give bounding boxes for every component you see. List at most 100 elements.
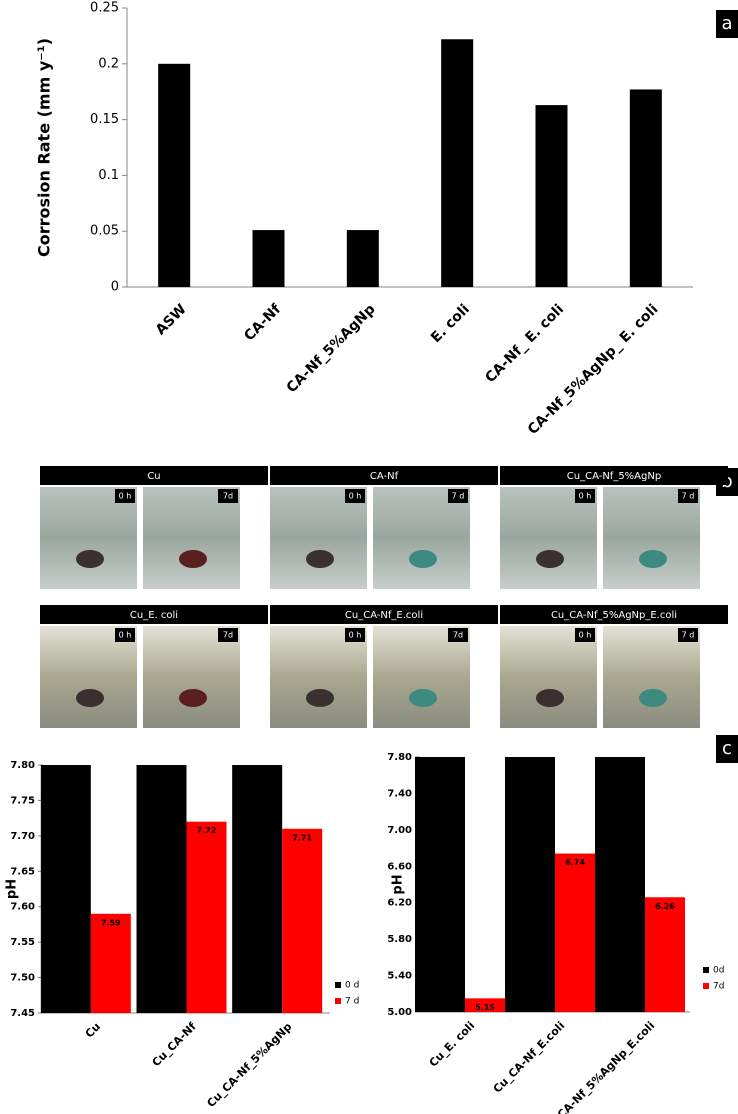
bar	[232, 765, 283, 1013]
legend-label: 0d	[713, 966, 724, 976]
y-tick-label: 7.80	[10, 760, 35, 771]
time-label-box	[218, 489, 238, 503]
photo-caption-bar	[40, 466, 268, 485]
time-label-box	[575, 489, 595, 503]
photo-caption-bar	[270, 466, 498, 485]
panel-label: c	[722, 738, 732, 759]
photo-caption-bar	[40, 605, 268, 624]
y-tick-label: 5.40	[387, 971, 412, 982]
photo	[500, 487, 597, 589]
photo-caption: CA-Nf	[370, 471, 399, 482]
photo-caption: Cu_E. coli	[130, 610, 178, 621]
photo-caption: Cu_CA-Nf_5%AgNp	[567, 471, 661, 482]
y-tick-label: 0.05	[90, 224, 119, 239]
time-label: 7 d	[452, 492, 465, 501]
bar	[595, 757, 645, 1012]
y-axis-label: Corrosion Rate (mm y⁻¹)	[35, 38, 54, 257]
legend-label: 7d	[713, 982, 724, 992]
time-label-box	[448, 628, 468, 642]
y-tick-label: 6.60	[387, 861, 412, 872]
time-label-box	[115, 628, 135, 642]
time-label-box	[115, 489, 135, 503]
y-tick-label: 0.2	[98, 56, 119, 71]
photo	[270, 626, 367, 728]
y-axis-label: pH	[391, 874, 406, 894]
sample	[179, 689, 207, 707]
time-label: 0 h	[349, 631, 362, 640]
bar	[346, 230, 379, 287]
photo	[603, 626, 700, 728]
legend-swatch	[703, 983, 709, 989]
legend-label: 7 d	[345, 997, 359, 1007]
time-label: 0 h	[119, 631, 132, 640]
time-label-box	[345, 628, 365, 642]
y-tick-label: 7.00	[387, 825, 412, 836]
data-label: 6.26	[655, 902, 675, 911]
x-tick-label: Cu_E. coli	[427, 1019, 478, 1070]
time-label: 7 d	[682, 631, 695, 640]
bar	[535, 105, 568, 287]
x-tick-label: ASW	[153, 301, 190, 338]
data-label: 7.59	[101, 918, 121, 927]
sample	[639, 550, 667, 568]
y-tick-label: 6.20	[387, 898, 412, 909]
sample	[306, 689, 334, 707]
x-tick-label: Cu_CA-Nf_E.coli	[491, 1019, 568, 1096]
sample	[639, 689, 667, 707]
photo-caption-bar	[270, 605, 498, 624]
y-tick-label: 5.00	[387, 1007, 412, 1018]
sample	[306, 550, 334, 568]
x-tick-label: E. coli	[428, 301, 473, 346]
bar	[629, 89, 662, 287]
bar	[90, 913, 131, 1013]
time-label: 0 h	[579, 492, 592, 501]
sample	[76, 689, 104, 707]
bar	[415, 757, 465, 1012]
legend-swatch	[335, 982, 341, 988]
panel-label-box	[716, 10, 738, 38]
y-tick-label: 7.50	[10, 973, 35, 984]
photo	[500, 626, 597, 728]
bar	[465, 998, 505, 1012]
y-tick-label: 7.65	[10, 866, 35, 877]
y-tick-label: 0.25	[90, 1, 119, 16]
time-label-box	[678, 628, 698, 642]
y-tick-label: 7.40	[387, 788, 412, 799]
time-label: 7d	[223, 631, 233, 640]
photo-caption-bar	[500, 605, 728, 624]
x-tick-label: Cu	[83, 1020, 103, 1040]
sample	[536, 689, 564, 707]
x-tick-label: CA-Nf_5%AgNp	[284, 301, 379, 396]
photo	[603, 487, 700, 589]
photo	[373, 626, 470, 728]
time-label-box	[575, 628, 595, 642]
bar	[136, 765, 187, 1013]
panel-label-box	[716, 735, 738, 763]
legend-swatch	[703, 967, 709, 973]
bar	[645, 897, 685, 1012]
photo	[373, 487, 470, 589]
photo	[40, 487, 137, 589]
photo-caption: Cu_CA-Nf_E.coli	[345, 610, 423, 621]
sample	[76, 550, 104, 568]
y-tick-label: 0.15	[90, 112, 119, 127]
bar	[252, 230, 285, 287]
photo	[270, 487, 367, 589]
time-label: 7d	[223, 492, 233, 501]
sample	[409, 689, 437, 707]
bar	[555, 853, 595, 1012]
y-tick-label: 7.45	[10, 1008, 35, 1019]
bar	[282, 828, 323, 1013]
y-tick-label: 7.70	[10, 831, 35, 842]
time-label: 7 d	[682, 492, 695, 501]
bar	[158, 63, 191, 287]
y-tick-label: 7.60	[10, 902, 35, 913]
sample	[179, 550, 207, 568]
time-label-box	[678, 489, 698, 503]
sample	[409, 550, 437, 568]
x-tick-label: CA-Nf_ E. coli	[482, 301, 567, 386]
legend-swatch	[335, 998, 341, 1004]
y-tick-label: 7.80	[387, 752, 412, 763]
photo-caption-bar	[500, 466, 728, 485]
y-tick-label: 7.75	[10, 795, 35, 806]
